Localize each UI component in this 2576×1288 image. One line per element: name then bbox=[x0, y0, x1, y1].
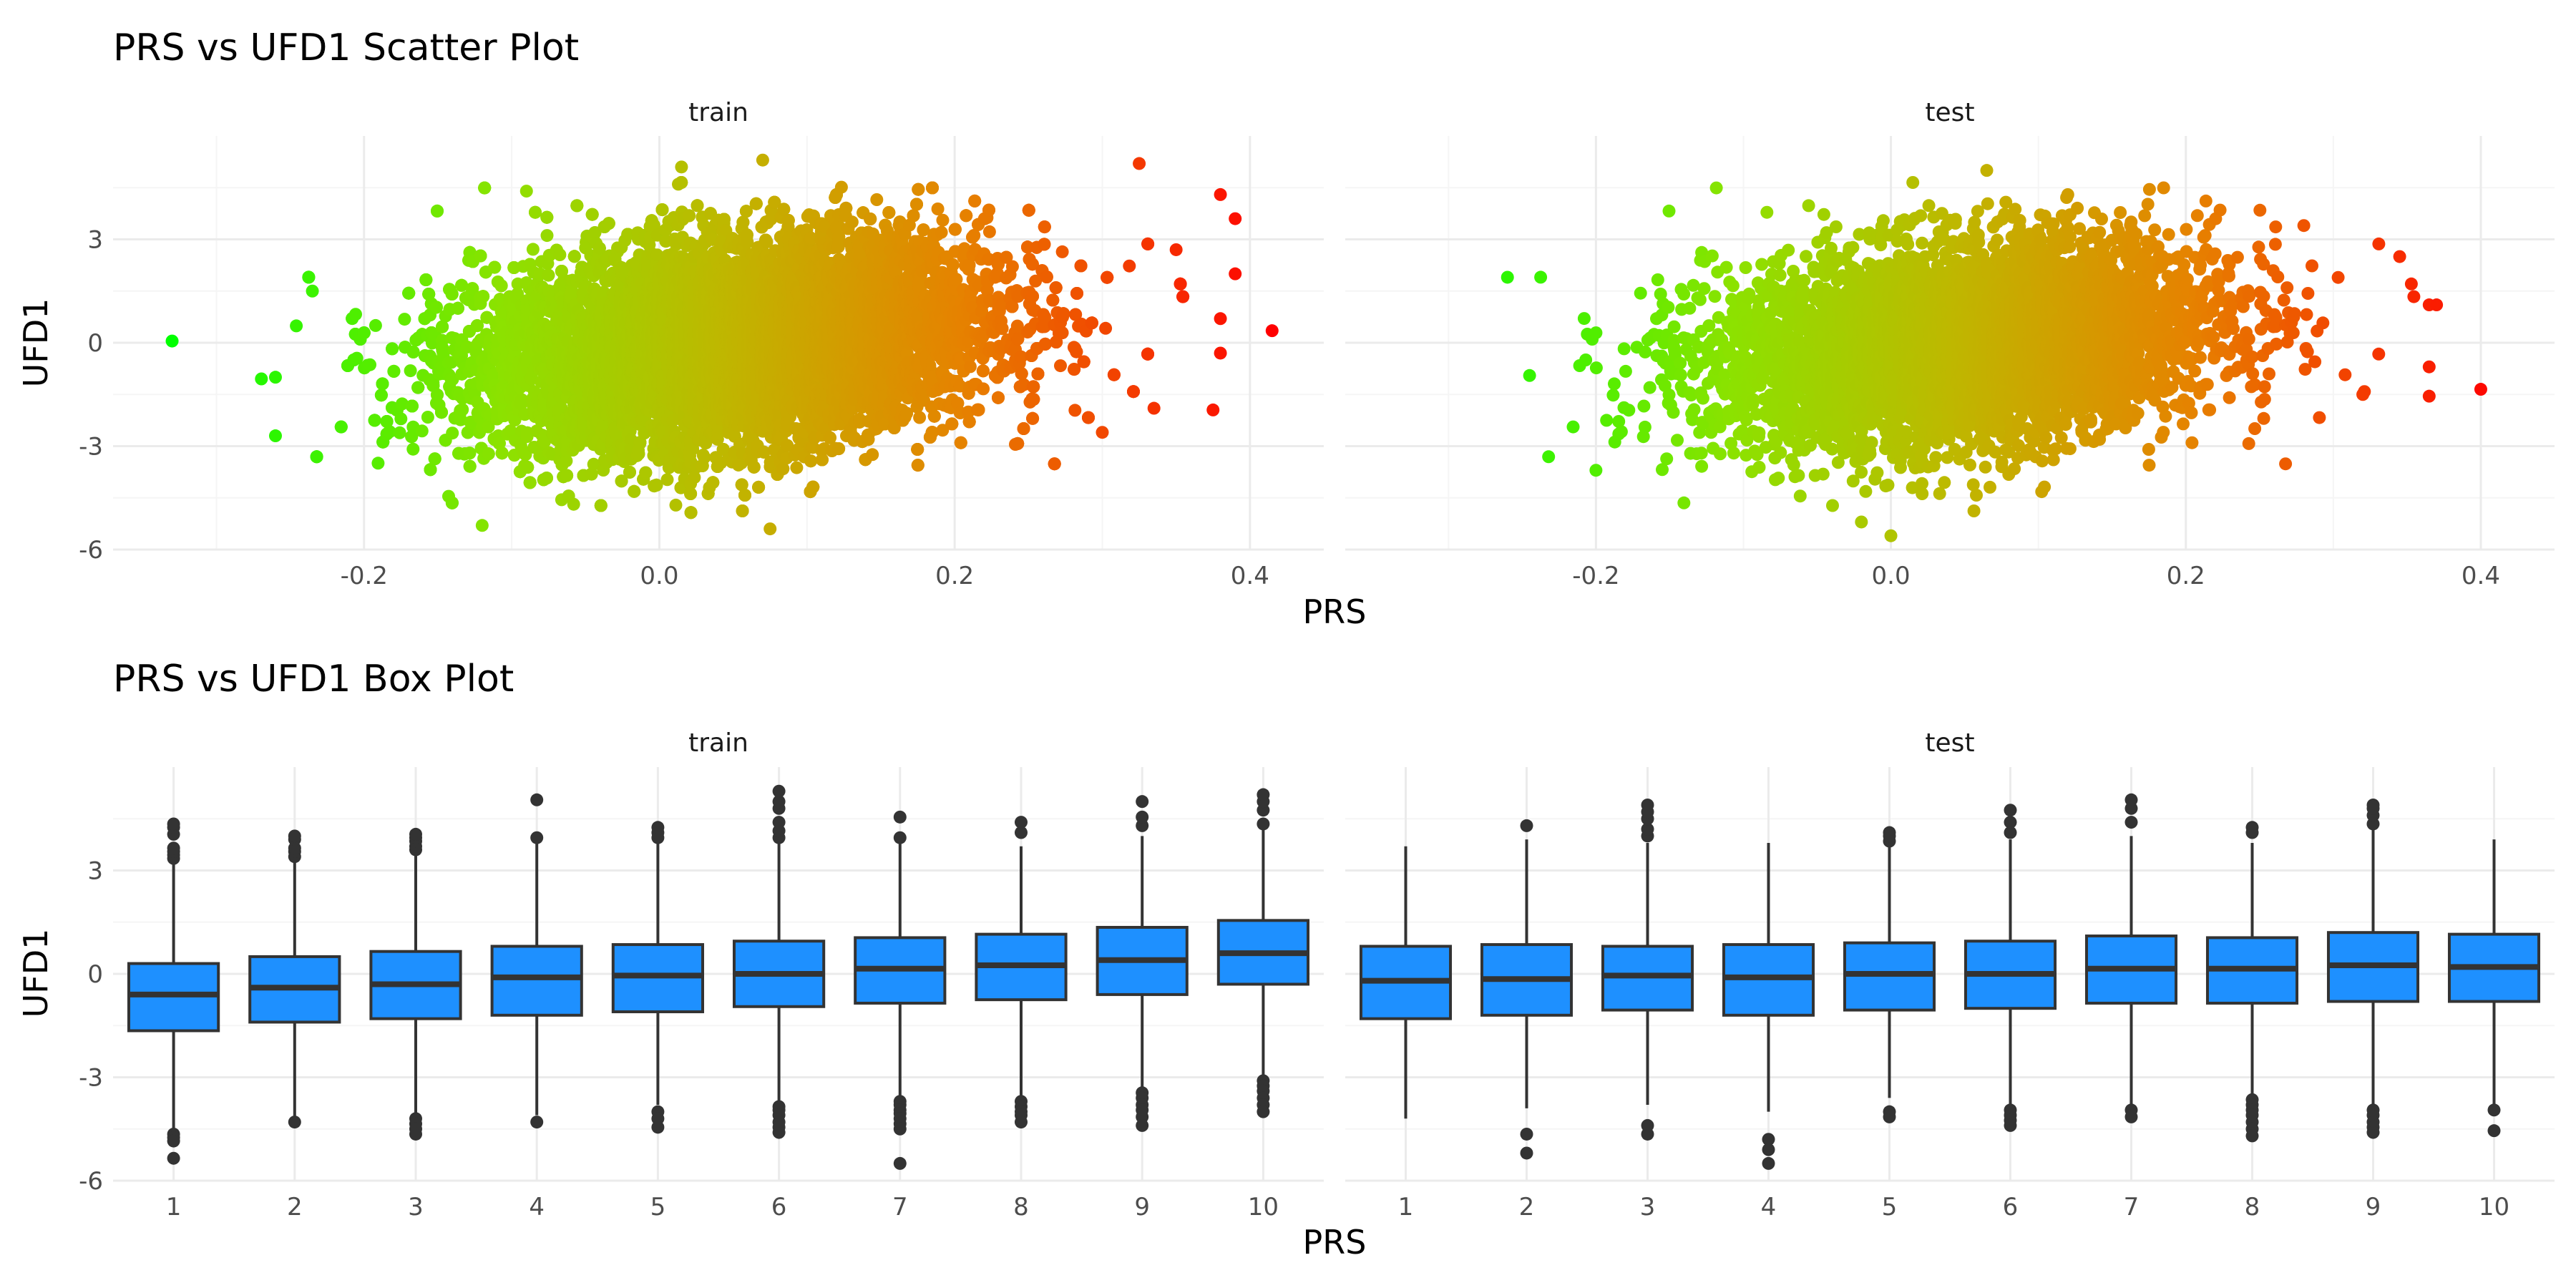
scatter-point bbox=[521, 461, 535, 474]
scatter-point bbox=[380, 415, 394, 428]
scatter-point bbox=[523, 476, 537, 489]
scatter-plot-title: PRS vs UFD1 Scatter Plot bbox=[113, 26, 579, 69]
scatter-point bbox=[393, 426, 406, 439]
scatter-point bbox=[415, 424, 429, 438]
scatter-point bbox=[404, 364, 417, 378]
scatter-point bbox=[424, 463, 437, 477]
scatter-point bbox=[396, 397, 409, 411]
scatter-point bbox=[405, 399, 419, 413]
scatter-point bbox=[492, 436, 506, 450]
scatter-point bbox=[419, 273, 433, 286]
scatter-point bbox=[310, 450, 323, 464]
scatter-point bbox=[488, 260, 502, 274]
scatter-point bbox=[529, 205, 542, 219]
scatter-point bbox=[431, 204, 444, 218]
scatter-point bbox=[474, 249, 487, 263]
scatter-point bbox=[602, 217, 615, 230]
scatter-point bbox=[406, 442, 420, 456]
scatter-point bbox=[394, 412, 408, 426]
scatter-point bbox=[374, 389, 388, 402]
scatter-point bbox=[402, 286, 416, 300]
scatter-point bbox=[470, 319, 484, 333]
scatter-point bbox=[463, 459, 477, 473]
scatter-point bbox=[451, 301, 464, 315]
scatter-point bbox=[486, 368, 499, 381]
scatter-point bbox=[376, 377, 389, 391]
scatter-point bbox=[357, 326, 371, 340]
scatter-point bbox=[411, 381, 425, 394]
scatter-point bbox=[349, 308, 362, 321]
scatter-point bbox=[368, 414, 381, 427]
scatter-point bbox=[446, 426, 459, 440]
scatter-point bbox=[567, 250, 581, 263]
scatter-point bbox=[290, 319, 303, 333]
scatter-point bbox=[428, 452, 441, 466]
scatter-point bbox=[431, 388, 444, 401]
scatter-point bbox=[429, 301, 443, 314]
scatter-point bbox=[369, 318, 382, 332]
scatter-point bbox=[421, 411, 434, 424]
scatter-point bbox=[477, 290, 490, 303]
scatter-point bbox=[553, 248, 567, 261]
scatter-point bbox=[255, 372, 268, 386]
scatter-train-cloud bbox=[255, 176, 1190, 519]
scatter-point bbox=[398, 313, 411, 326]
scatter-point bbox=[387, 364, 401, 378]
scatter-point bbox=[628, 484, 641, 498]
scatter-strip-train: train bbox=[688, 98, 748, 127]
scatter-point bbox=[436, 320, 449, 333]
scatter-point bbox=[639, 466, 653, 479]
scatter-point bbox=[540, 210, 554, 224]
scatter-point bbox=[540, 229, 554, 243]
scatter-point bbox=[495, 447, 509, 460]
scatter-panel-train: train -6-303 -0.2 0.0 0.2 0.4 bbox=[79, 98, 1324, 590]
scatter-point bbox=[334, 420, 348, 434]
scatter-point bbox=[567, 497, 580, 511]
scatter-point bbox=[383, 425, 396, 439]
scatter-point bbox=[463, 447, 477, 460]
scatter-point bbox=[364, 358, 376, 371]
scatter-point bbox=[623, 465, 636, 479]
scatter-point bbox=[570, 199, 584, 213]
scatter-point bbox=[466, 282, 479, 296]
scatter-point bbox=[405, 430, 419, 444]
scatter-point bbox=[456, 403, 469, 416]
scatter-point bbox=[542, 268, 555, 282]
scatter-point bbox=[526, 243, 540, 256]
scatter-point bbox=[302, 270, 316, 284]
scatter-point bbox=[371, 457, 385, 470]
scatter-point bbox=[482, 420, 495, 434]
scatter-point bbox=[454, 413, 467, 426]
scatter-point bbox=[445, 288, 459, 301]
scatter-point bbox=[482, 447, 495, 461]
scatter-point bbox=[560, 469, 574, 482]
scatter-point bbox=[585, 208, 599, 221]
scatter-point bbox=[422, 288, 436, 301]
scatter-point bbox=[494, 279, 508, 293]
scatter-point bbox=[478, 181, 492, 195]
scatter-point bbox=[435, 406, 448, 419]
scatter-point bbox=[445, 496, 459, 509]
scatter-point bbox=[540, 472, 553, 485]
scatter-point bbox=[455, 278, 469, 292]
scatter-point bbox=[406, 345, 420, 358]
scatter-point bbox=[594, 499, 608, 512]
scatter-point bbox=[350, 351, 364, 365]
scatter-point bbox=[386, 342, 399, 356]
